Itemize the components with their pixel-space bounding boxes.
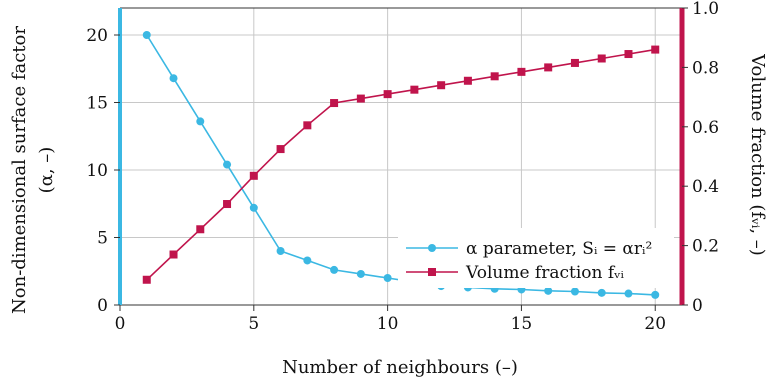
series-1-point-14 bbox=[517, 67, 526, 76]
y-left-tick-label-2: 10 bbox=[86, 161, 108, 181]
x-tick-label-4: 20 bbox=[644, 314, 666, 334]
series-1-point-4 bbox=[249, 171, 258, 180]
legend-marker-volume bbox=[428, 268, 436, 276]
y-left-tick-label-4: 20 bbox=[86, 26, 108, 46]
legend-box bbox=[398, 228, 674, 288]
y-axis-left-label-line2: (α, –) bbox=[36, 147, 57, 194]
series-0-point-2 bbox=[196, 117, 205, 126]
y-left-tick-label-1: 5 bbox=[97, 229, 108, 249]
series-0-point-1 bbox=[169, 74, 178, 83]
series-1-point-5 bbox=[276, 145, 285, 154]
series-0-point-15 bbox=[544, 286, 553, 295]
series-1-point-13 bbox=[490, 72, 499, 81]
legend-label-volume: Volume fraction fᵥᵢ bbox=[465, 263, 624, 283]
series-1-point-0 bbox=[142, 275, 151, 284]
y-right-tick-label-3: 0.6 bbox=[692, 118, 719, 138]
x-tick-label-3: 15 bbox=[511, 314, 533, 334]
series-1-point-9 bbox=[383, 90, 392, 99]
series-1-point-11 bbox=[437, 81, 446, 90]
series-1-point-1 bbox=[169, 250, 178, 259]
y-right-tick-label-4: 0.8 bbox=[692, 58, 719, 78]
series-0-point-4 bbox=[249, 203, 258, 212]
series-1-point-3 bbox=[223, 200, 232, 209]
series-0-point-17 bbox=[597, 288, 606, 297]
y-axis-right-label: Volume fraction (fᵥᵢ, –) bbox=[747, 53, 768, 256]
series-1-point-19 bbox=[651, 45, 660, 54]
axes: 0 5 10 15 20 0 5 10 15 20 0 0.2 0.4 0.6 0.8 1.0 bbox=[86, 0, 719, 334]
y-right-tick-label-0: 0 bbox=[692, 296, 703, 316]
y-axis-left-label-line1: Non-dimensional surface factor bbox=[9, 26, 30, 314]
x-tick-label-1: 5 bbox=[248, 314, 259, 334]
series-0-point-19 bbox=[651, 290, 660, 299]
series-0-point-3 bbox=[223, 160, 232, 169]
series-0-point-9 bbox=[383, 274, 392, 282]
y-left-tick-label-3: 15 bbox=[86, 94, 108, 114]
plot-frame bbox=[118, 7, 685, 306]
series-1-point-8 bbox=[356, 94, 365, 103]
series-1-point-18 bbox=[624, 50, 633, 59]
legend-marker-alpha bbox=[428, 244, 436, 252]
series-0-point-8 bbox=[356, 269, 365, 278]
series-1-point-15 bbox=[544, 63, 553, 72]
series-line-1 bbox=[146, 48, 656, 281]
y-right-tick-label-2: 0.4 bbox=[692, 177, 719, 197]
series-0-point-16 bbox=[570, 287, 579, 296]
legend-label-alpha: α parameter, Sᵢ = αrᵢ² bbox=[466, 239, 652, 259]
y-right-tick-label-1: 0.2 bbox=[692, 237, 719, 257]
series-1-point-12 bbox=[463, 76, 472, 85]
x-tick-label-2: 10 bbox=[377, 314, 399, 334]
series-1-point-7 bbox=[330, 99, 339, 108]
series-0-point-0 bbox=[142, 31, 151, 39]
series-0-point-6 bbox=[303, 256, 312, 265]
series-0-point-5 bbox=[276, 247, 285, 255]
series-1-point-10 bbox=[410, 85, 419, 94]
series-1-point-17 bbox=[597, 54, 606, 63]
series-1-point-16 bbox=[570, 58, 579, 67]
series-1-point-2 bbox=[196, 225, 205, 234]
series-1-point-6 bbox=[303, 121, 312, 130]
x-tick-label-0: 0 bbox=[115, 314, 126, 334]
x-axis-label: Number of neighbours (–) bbox=[282, 357, 518, 378]
legend: α parameter, Sᵢ = αrᵢ² Volume fraction f… bbox=[398, 228, 674, 288]
y-right-tick-label-5: 1.0 bbox=[692, 0, 719, 19]
y-left-tick-label-0: 0 bbox=[97, 296, 108, 316]
series-0-point-18 bbox=[624, 289, 633, 298]
series-0-point-7 bbox=[330, 265, 339, 274]
